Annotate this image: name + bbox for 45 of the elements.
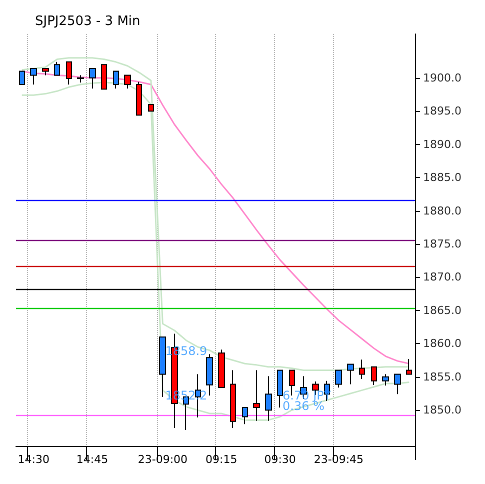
chart-title: SJPJ2503 - 3 Min	[35, 14, 140, 29]
x-tick-label: 14:45	[76, 453, 108, 466]
candlestick	[347, 364, 354, 385]
x-tick-label: 09:15	[206, 453, 238, 466]
y-tick-label: 1880.0	[423, 204, 462, 218]
y-tick-label: 1870.0	[423, 270, 462, 284]
y-tick-label: 1885.0	[423, 171, 462, 184]
y-tick-label: 1890.0	[423, 138, 462, 151]
candlestick	[136, 81, 142, 116]
x-tick-label: 14:30	[18, 453, 50, 466]
candlestick	[206, 354, 213, 396]
candlestick	[242, 406, 248, 425]
candlestick	[113, 70, 119, 89]
candlestick	[394, 374, 401, 395]
x-tick-label: 23-09:00	[138, 453, 188, 466]
candlestick	[253, 370, 260, 422]
candlestick	[230, 370, 236, 429]
candlestick	[265, 376, 272, 422]
candlestick	[335, 370, 342, 388]
y-tick-label: 1865.0	[423, 304, 462, 317]
candlestick	[124, 74, 131, 89]
candlestick	[359, 359, 365, 380]
candlestick	[406, 358, 412, 375]
x-tick-label: 09:30	[264, 453, 296, 466]
candlestick	[277, 370, 283, 408]
candlestick	[218, 349, 225, 388]
y-tick-label: 1895.0	[423, 104, 462, 118]
y-tick-label: 1850.0	[423, 404, 462, 417]
candlestick	[148, 104, 154, 112]
candlestick	[66, 61, 72, 86]
candlestick	[54, 61, 60, 76]
candlestick	[30, 68, 37, 86]
candlestick	[19, 70, 25, 86]
y-tick-label: 1855.0	[423, 370, 462, 384]
candlestick	[77, 74, 84, 84]
y-tick-label: 1860.0	[423, 337, 462, 350]
candlestick	[371, 366, 377, 386]
candlestick	[159, 336, 166, 398]
candlestick	[42, 68, 49, 76]
y-tick-label: 1900.0	[423, 71, 462, 84]
candlestick	[101, 64, 107, 90]
y-tick-label: 1875.0	[423, 237, 462, 250]
x-tick-label: 23-09:45	[314, 453, 364, 466]
candlestick	[89, 68, 96, 89]
candlestick	[382, 374, 389, 386]
